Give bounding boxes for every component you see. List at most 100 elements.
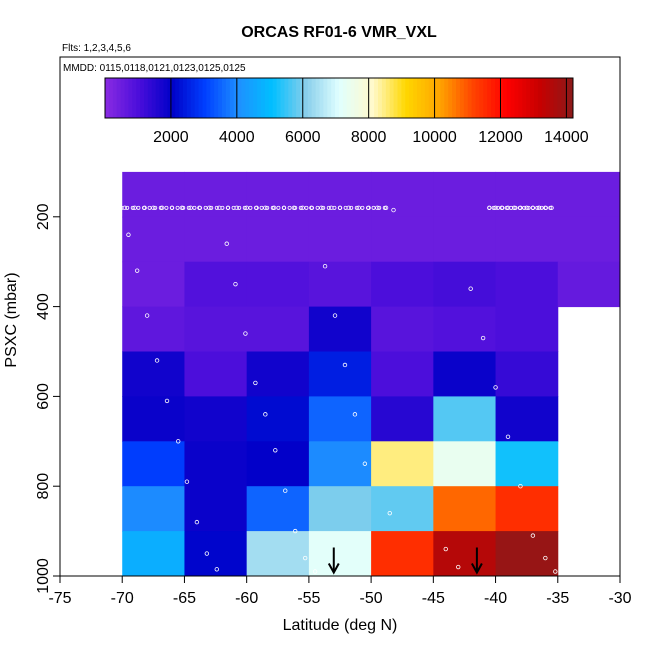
colorbar-swatch <box>186 78 192 118</box>
heatmap-cell <box>122 261 185 308</box>
colorbar-tick-label: 4000 <box>219 129 255 146</box>
arrow-layer <box>327 547 483 575</box>
y-tick-label: 800 <box>35 473 52 500</box>
data-point <box>522 205 527 210</box>
heatmap-cell <box>308 261 372 308</box>
colorbar-swatch <box>502 78 508 118</box>
colorbar-swatch <box>276 78 281 118</box>
data-point <box>237 205 242 210</box>
colorbar-swatch <box>420 78 426 118</box>
colorbar-swatch <box>545 78 550 118</box>
colorbar-swatch <box>194 78 199 118</box>
y-axis: 200 400 600 800 1000 <box>35 203 61 594</box>
colorbar-swatch <box>506 78 511 118</box>
colorbar-swatch <box>346 78 352 118</box>
x-tick-label: -70 <box>111 590 134 607</box>
data-point <box>518 484 523 489</box>
heatmap-cell <box>308 306 372 352</box>
data-point <box>130 205 135 210</box>
colorbar-swatch <box>463 78 469 118</box>
heatmap-cell <box>433 261 497 308</box>
data-point <box>125 205 130 210</box>
colorbar-swatch <box>272 78 277 118</box>
colorbar-swatch <box>175 78 180 118</box>
data-point <box>513 205 518 210</box>
x-tick-label: -45 <box>422 590 445 607</box>
data-point <box>496 205 501 210</box>
arrow-head <box>471 563 483 575</box>
colorbar-tick-label: 8000 <box>351 129 387 146</box>
y-tick-label: 400 <box>35 293 52 320</box>
colorbar-swatch <box>530 78 535 118</box>
data-point <box>493 385 498 390</box>
colorbar-swatch <box>245 78 250 118</box>
data-point <box>293 528 298 534</box>
data-point <box>192 205 197 210</box>
heatmap-cell <box>371 531 434 577</box>
data-point <box>362 461 368 466</box>
data-point <box>352 412 358 417</box>
colorbar-swatch <box>237 78 242 118</box>
colorbar-swatch <box>385 78 391 118</box>
heatmap-cell <box>308 531 372 577</box>
data-point <box>491 205 496 210</box>
data-point <box>360 205 365 210</box>
colorbar-swatch <box>268 78 274 118</box>
colorbar-swatch <box>179 78 184 118</box>
x-tick-label: -30 <box>608 590 631 607</box>
colorbar-swatch <box>405 78 410 118</box>
colorbar-tick-label: 14000 <box>544 129 589 146</box>
colorbar-swatch <box>132 78 137 118</box>
data-point <box>158 205 163 210</box>
data-point <box>332 205 337 210</box>
y-tick-label: 600 <box>35 383 52 410</box>
heatmap-cell <box>308 351 372 397</box>
data-point <box>159 205 165 211</box>
data-point <box>181 205 186 210</box>
data-point <box>468 286 473 291</box>
heatmap-cell <box>122 396 185 442</box>
data-point <box>543 555 548 561</box>
colorbar-swatch <box>159 78 164 118</box>
colorbar-swatch <box>108 78 114 118</box>
heatmap-cell <box>371 261 434 308</box>
colorbar-swatch <box>342 78 348 118</box>
colorbar-swatch <box>264 78 270 118</box>
colorbar-swatch <box>210 78 215 118</box>
heatmap-cell <box>308 486 372 532</box>
heatmap-cell <box>433 531 497 577</box>
data-point <box>302 555 308 561</box>
data-point <box>543 205 548 210</box>
data-point <box>322 263 328 269</box>
data-point <box>517 205 522 210</box>
colorbar: 2000 4000 6000 8000 10000 12000 14000 <box>104 77 589 146</box>
colorbar-swatch <box>510 78 515 118</box>
data-point <box>443 546 448 552</box>
colorbar-swatch <box>483 78 488 118</box>
colorbar-swatch <box>116 78 121 118</box>
data-point <box>332 313 338 318</box>
colorbar-swatch <box>311 78 316 118</box>
heatmap-cell <box>495 531 559 577</box>
arrow-head <box>327 563 340 575</box>
flight-track-layer <box>113 205 554 213</box>
data-point <box>273 448 278 453</box>
data-point <box>309 205 314 210</box>
colorbar-swatch <box>253 78 258 118</box>
heatmap-cell <box>184 351 248 397</box>
data-point <box>391 207 396 213</box>
data-point <box>271 205 277 211</box>
x-axis: -75 -70 -65 -60 -55 -50 -45 -40 -35 -30 <box>48 575 632 607</box>
data-point <box>114 205 119 210</box>
colorbar-swatch <box>331 78 336 118</box>
data-point <box>312 569 318 574</box>
colorbar-swatch <box>261 78 266 118</box>
colorbar-swatch <box>136 78 141 118</box>
data-point <box>342 362 348 368</box>
colorbar-swatch <box>171 78 176 118</box>
data-point <box>147 205 152 210</box>
colorbar-swatch <box>112 78 118 118</box>
data-point <box>214 567 219 572</box>
data-point <box>263 412 268 417</box>
colorbar-swatch <box>514 78 519 118</box>
